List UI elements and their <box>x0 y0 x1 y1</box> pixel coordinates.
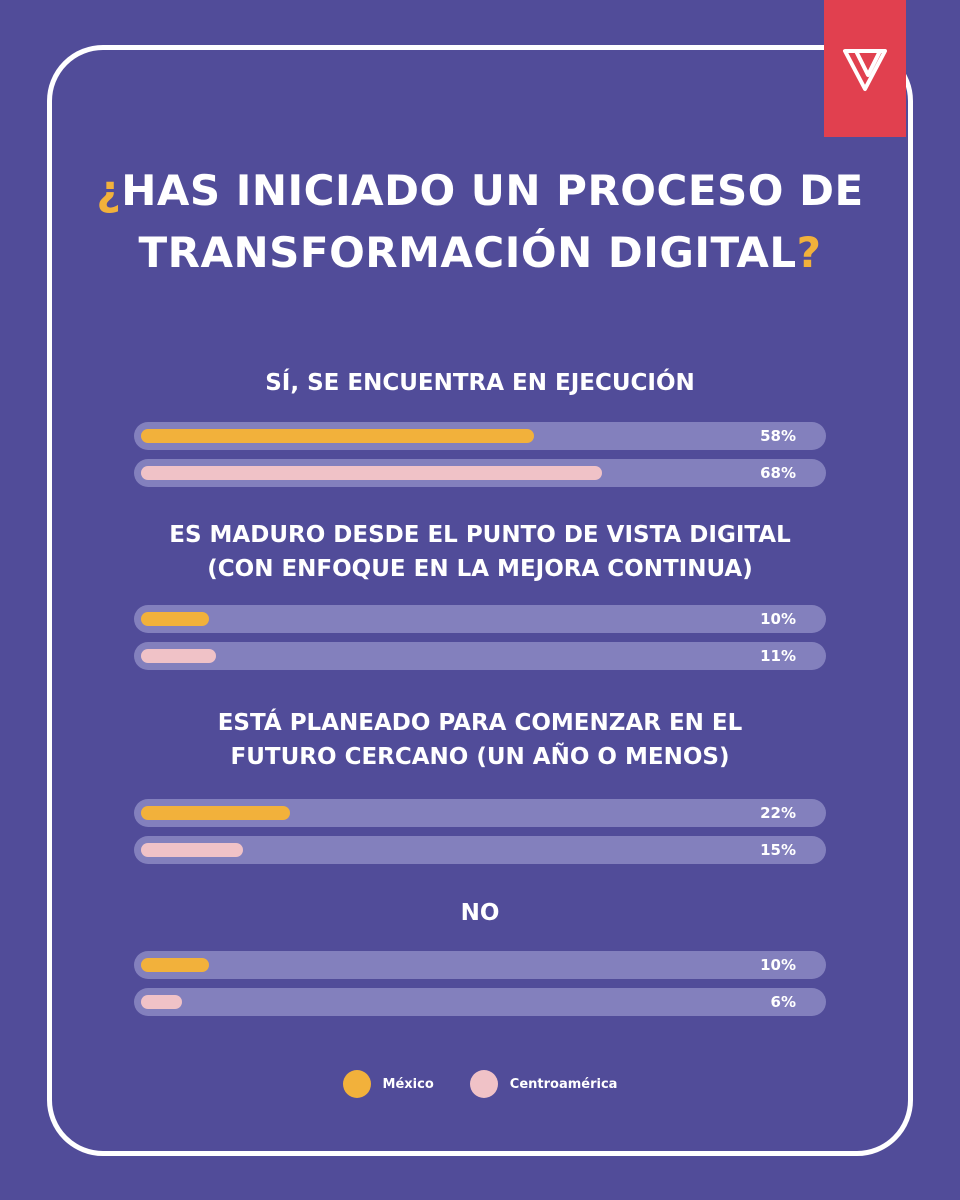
bar-track-centroamerica: 68% <box>134 459 826 487</box>
page-title: ¿HAS INICIADO UN PROCESO DE TRANSFORMACI… <box>60 160 900 284</box>
bar-centroamerica <box>141 466 603 480</box>
bar-value-label: 68% <box>760 464 796 482</box>
legend-item-mexico: México <box>342 1070 434 1098</box>
bar-track-centroamerica: 15% <box>134 836 826 864</box>
brand-logo <box>824 0 906 137</box>
bar-mexico <box>141 612 209 626</box>
title-line-2: TRANSFORMACIÓN DIGITAL <box>138 228 797 277</box>
bar-track-mexico: 22% <box>134 799 826 827</box>
legend-swatch-mexico <box>342 1070 371 1098</box>
bar-centroamerica <box>141 649 216 663</box>
chart-legend: México Centroamérica <box>0 1070 960 1098</box>
bar-value-label: 10% <box>760 956 796 974</box>
bar-track-mexico: 10% <box>134 951 826 979</box>
bar-track-centroamerica: 11% <box>134 642 826 670</box>
bar-mexico <box>141 806 291 820</box>
bar-value-label: 11% <box>760 647 796 665</box>
legend-label-centroamerica: Centroamérica <box>509 1076 618 1092</box>
triangle-logo-icon <box>843 48 887 91</box>
category-label: NO <box>460 900 500 926</box>
category-label: ES MADURO DESDE EL PUNTO DE VISTA DIGITA… <box>169 522 791 582</box>
bar-value-label: 15% <box>760 841 796 859</box>
bar-track-mexico: 58% <box>134 422 826 450</box>
bar-value-label: 6% <box>770 993 796 1011</box>
category-label: SÍ, SE ENCUENTRA EN EJECUCIÓN <box>265 370 695 396</box>
bar-centroamerica <box>141 843 243 857</box>
bar-track-centroamerica: 6% <box>134 988 826 1016</box>
bar-mexico <box>141 429 535 443</box>
bar-value-label: 10% <box>760 610 796 628</box>
bar-mexico <box>141 958 209 972</box>
card-frame <box>47 45 913 1156</box>
title-close-mark: ? <box>796 228 822 277</box>
legend-swatch-centroamerica <box>469 1070 498 1098</box>
legend-item-centroamerica: Centroamérica <box>469 1070 618 1098</box>
bar-centroamerica <box>141 995 182 1009</box>
legend-label-mexico: México <box>382 1076 434 1092</box>
bar-value-label: 58% <box>760 427 796 445</box>
bar-value-label: 22% <box>760 804 796 822</box>
category-label: ESTÁ PLANEADO PARA COMENZAR EN EL FUTURO… <box>217 710 743 770</box>
bar-track-mexico: 10% <box>134 605 826 633</box>
title-open-mark: ¿ <box>96 166 122 215</box>
title-line-1: HAS INICIADO UN PROCESO DE <box>121 166 864 215</box>
